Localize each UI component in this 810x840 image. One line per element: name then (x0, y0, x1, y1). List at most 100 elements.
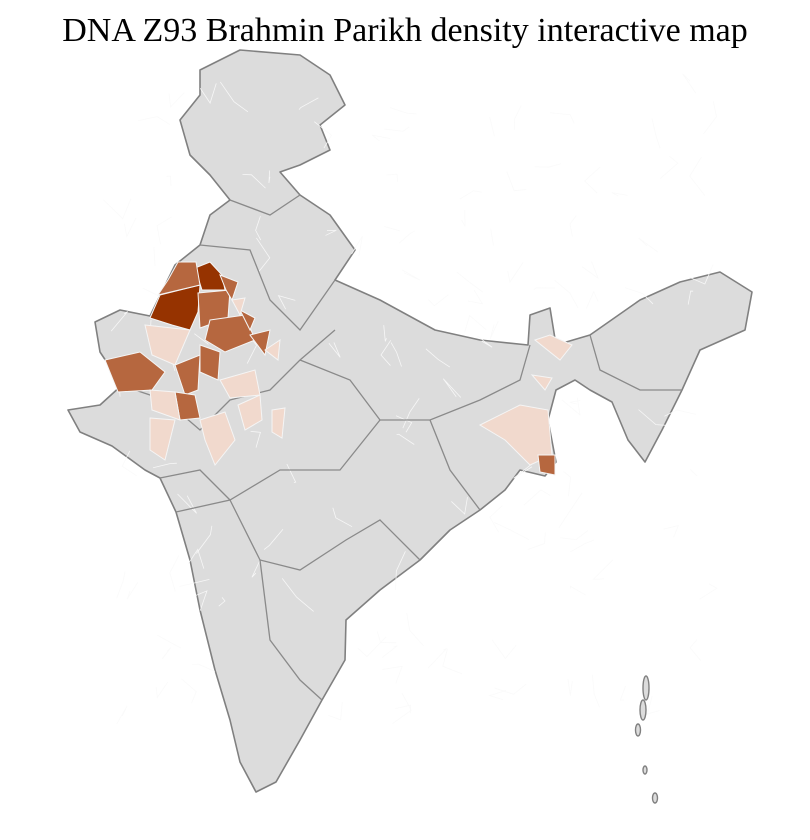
district-line (533, 287, 555, 291)
district-line (371, 134, 391, 142)
district-line (155, 681, 169, 699)
district-low-density[interactable] (533, 334, 573, 361)
district-line (384, 126, 410, 132)
district-line (459, 190, 482, 200)
district-line (619, 685, 627, 701)
district-line (664, 409, 696, 417)
district-line (332, 507, 353, 528)
district-line (425, 348, 451, 368)
district-line (561, 397, 581, 416)
district-medium-density[interactable] (249, 329, 271, 357)
district-line (489, 320, 499, 340)
district-line (442, 648, 463, 675)
district-line (569, 585, 586, 596)
district-line (554, 279, 579, 309)
district-line (116, 571, 126, 599)
district-low-density[interactable] (271, 407, 286, 439)
district-line (169, 555, 180, 592)
district-line (268, 170, 271, 184)
district-low-density[interactable] (231, 297, 246, 317)
district-line (382, 645, 398, 658)
district-line (199, 83, 217, 104)
district-line (194, 590, 208, 611)
district-line (690, 469, 698, 477)
district-line (506, 171, 527, 192)
district-line (157, 634, 181, 649)
district-line (682, 73, 697, 94)
district-medium-density[interactable] (174, 354, 201, 396)
district-line (124, 217, 137, 238)
district-line (550, 112, 575, 124)
district-line (328, 342, 341, 358)
district-line (558, 492, 583, 528)
district-line (383, 325, 387, 342)
district-line (451, 497, 468, 515)
district-line (659, 155, 679, 179)
district-line (569, 400, 581, 405)
district-line (402, 398, 420, 429)
district-line (384, 226, 400, 232)
district-line (281, 578, 314, 612)
district-line (138, 116, 170, 125)
district-line (256, 237, 271, 273)
district-line (168, 92, 185, 108)
district-line (382, 665, 403, 684)
district-line (380, 340, 392, 366)
district-line (110, 311, 128, 332)
district-line (427, 648, 447, 669)
district-line (592, 559, 614, 580)
district-line (102, 198, 132, 220)
district-line (398, 230, 416, 244)
district-line (156, 216, 172, 245)
district-low-density[interactable] (149, 417, 176, 461)
district-medium-density[interactable] (204, 314, 256, 353)
district-line (192, 663, 216, 672)
district-line (523, 489, 551, 506)
district-line (494, 522, 530, 541)
district-low-density[interactable] (149, 389, 181, 421)
district-line (298, 97, 319, 110)
district-line (651, 118, 661, 149)
district-line (563, 471, 572, 497)
district-line (591, 674, 600, 708)
district-line (570, 539, 595, 553)
district-line (390, 342, 402, 367)
district-line (442, 378, 462, 398)
district-line (390, 107, 417, 115)
district-low-density[interactable] (530, 374, 553, 391)
district-low-density[interactable] (144, 324, 191, 366)
district-line (699, 583, 718, 600)
district-line (250, 430, 261, 448)
district-low-density[interactable] (237, 394, 263, 431)
district-line (534, 163, 562, 168)
district-line (489, 505, 503, 533)
district-medium-density[interactable] (156, 261, 201, 296)
district-line (187, 548, 205, 569)
district-line (490, 228, 494, 246)
district-medium-density[interactable] (104, 351, 166, 393)
district-medium-density[interactable] (537, 454, 556, 476)
district-line (251, 560, 261, 578)
district-line (513, 462, 534, 479)
district-line (507, 262, 524, 283)
district-line (646, 696, 660, 715)
district-line (121, 450, 137, 477)
district-line (153, 462, 177, 469)
district-line (116, 705, 128, 725)
district-line (161, 647, 172, 660)
district-line (327, 701, 343, 721)
district-line (219, 81, 249, 113)
district-low-density[interactable] (199, 411, 236, 466)
district-line (126, 582, 139, 600)
district-line (428, 294, 449, 307)
district-medium-density[interactable] (238, 308, 256, 332)
district-medium-density[interactable] (199, 344, 221, 381)
district-line (489, 116, 495, 137)
district-line (514, 105, 522, 130)
district-line (477, 335, 493, 348)
district-low-density[interactable] (264, 338, 281, 361)
district-line (255, 215, 262, 241)
district-line (196, 525, 213, 554)
district-line (277, 294, 296, 310)
